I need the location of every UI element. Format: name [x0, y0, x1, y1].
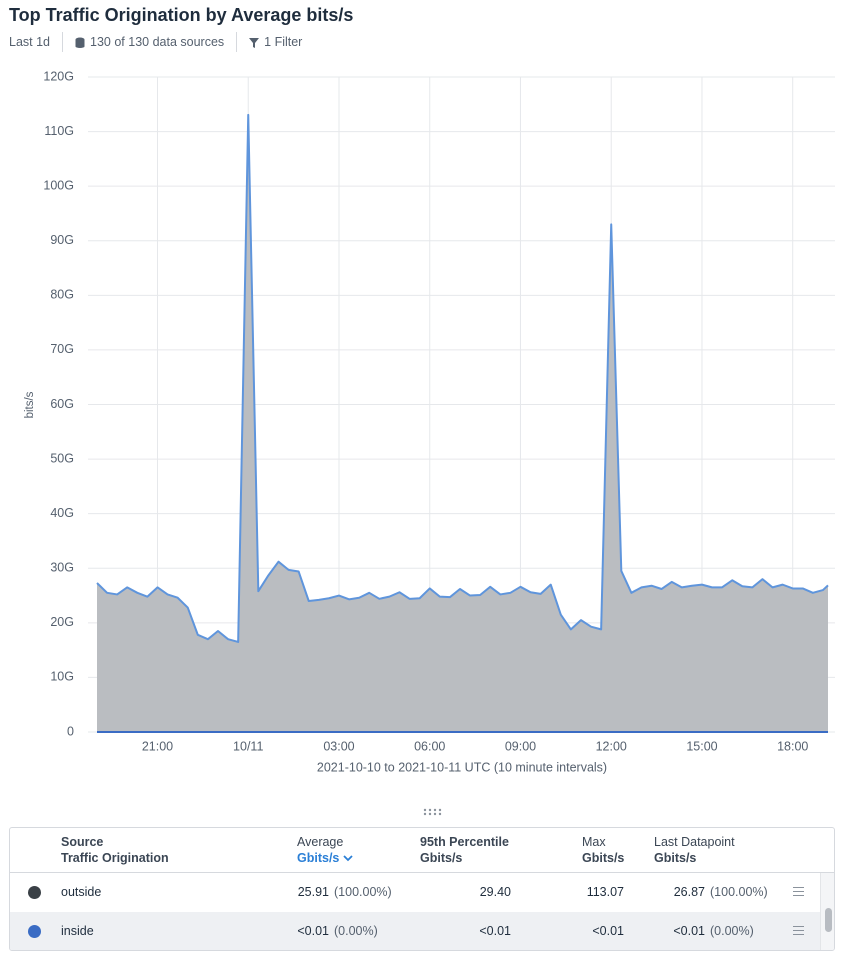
row-name: outside	[61, 885, 102, 899]
col-label[interactable]: 95th Percentile	[420, 835, 509, 849]
data-sources[interactable]: 130 of 130 data sources	[90, 35, 225, 49]
col-unit: Gbits/s	[582, 851, 625, 865]
last-pct: (100.00%)	[710, 885, 768, 899]
p95: 29.40	[479, 885, 511, 899]
col-label[interactable]: Average	[297, 835, 344, 849]
table-row[interactable]: outside 25.91 (100.00%) 29.40 113.07 26.87 (10…	[10, 873, 820, 913]
y-tick-label: 10G	[50, 670, 74, 684]
average: 25.91	[297, 885, 329, 899]
x-tick-label: 10/11	[233, 739, 263, 753]
series-line	[96, 113, 829, 643]
col-label: Source	[61, 835, 104, 849]
x-axis-title: 2021-10-10 to 2021-10-11 UTC (10 minute …	[317, 760, 607, 774]
x-tick-label: 09:00	[505, 739, 536, 753]
legend-dot	[28, 925, 41, 938]
y-tick-label: 30G	[50, 561, 74, 575]
col-label[interactable]: Max	[582, 835, 606, 849]
max: <0.01	[592, 924, 624, 938]
col-unit[interactable]: Gbits/s	[297, 850, 353, 866]
y-axis-title: bits/s	[24, 391, 36, 418]
x-tick-label: 15:00	[686, 739, 717, 753]
filter-icon	[249, 37, 260, 48]
x-tick-label: 03:00	[323, 739, 354, 753]
row-menu[interactable]	[793, 887, 804, 899]
db-icon	[75, 37, 85, 48]
scrollbar[interactable]	[820, 873, 834, 950]
y-tick-label: 20G	[50, 615, 74, 629]
x-tick-label: 18:00	[777, 739, 808, 753]
average-pct: (0.00%)	[334, 924, 378, 938]
col-unit: Traffic Origination	[61, 851, 169, 865]
row-name: inside	[61, 924, 94, 938]
last: 26.87	[673, 885, 705, 899]
y-tick-label: 60G	[50, 397, 74, 411]
average-pct: (100.00%)	[334, 885, 392, 899]
y-tick-label: 110G	[44, 124, 74, 138]
title: Top Traffic Origination by Average bits/…	[9, 5, 354, 25]
col-unit-text: Gbits/s	[297, 851, 340, 865]
subheader: Last 1d 130 of 130 data sources 1 Filter	[9, 32, 302, 52]
area-fill	[97, 114, 828, 733]
time-range[interactable]: Last 1d	[9, 35, 51, 49]
y-tick-label: 100G	[43, 178, 74, 192]
x-tick-label: 06:00	[414, 739, 445, 753]
filter[interactable]: 1 Filter	[264, 35, 303, 49]
y-tick-label: 0	[67, 724, 74, 738]
max: 113.07	[586, 885, 624, 899]
resize-handle[interactable]	[423, 808, 443, 818]
y-tick-label: 40G	[50, 506, 74, 520]
row-menu[interactable]	[793, 926, 804, 938]
table-row[interactable]: inside <0.01 (0.00%) <0.01 <0.01 <0.01 (0.00%)	[10, 912, 820, 950]
data-table: Source Traffic Origination Average Gbits…	[9, 827, 835, 951]
table-header: Source Traffic Origination Average Gbits…	[10, 828, 834, 873]
x-tick-label: 12:00	[596, 739, 627, 753]
sort-icon	[343, 855, 353, 862]
chart: 0 10G 20G 30G 40G 50G 60G 70G 80G 90G 100G 110G 120G…	[24, 69, 835, 774]
col-unit: Gbits/s	[420, 851, 463, 865]
p95: <0.01	[479, 924, 511, 938]
y-tick-label: 50G	[50, 451, 74, 465]
last-pct: (0.00%)	[710, 924, 754, 938]
y-tick-label: 120G	[43, 69, 74, 83]
average: <0.01	[297, 924, 329, 938]
x-tick-label: 21:00	[142, 739, 173, 753]
y-tick-label: 80G	[50, 288, 74, 302]
y-tick-label: 90G	[50, 233, 74, 247]
col-label[interactable]: Last Datapoint	[654, 835, 735, 849]
y-tick-label: 70G	[50, 342, 74, 356]
col-unit: Gbits/s	[654, 851, 697, 865]
last: <0.01	[673, 924, 705, 938]
legend-dot	[28, 886, 41, 899]
